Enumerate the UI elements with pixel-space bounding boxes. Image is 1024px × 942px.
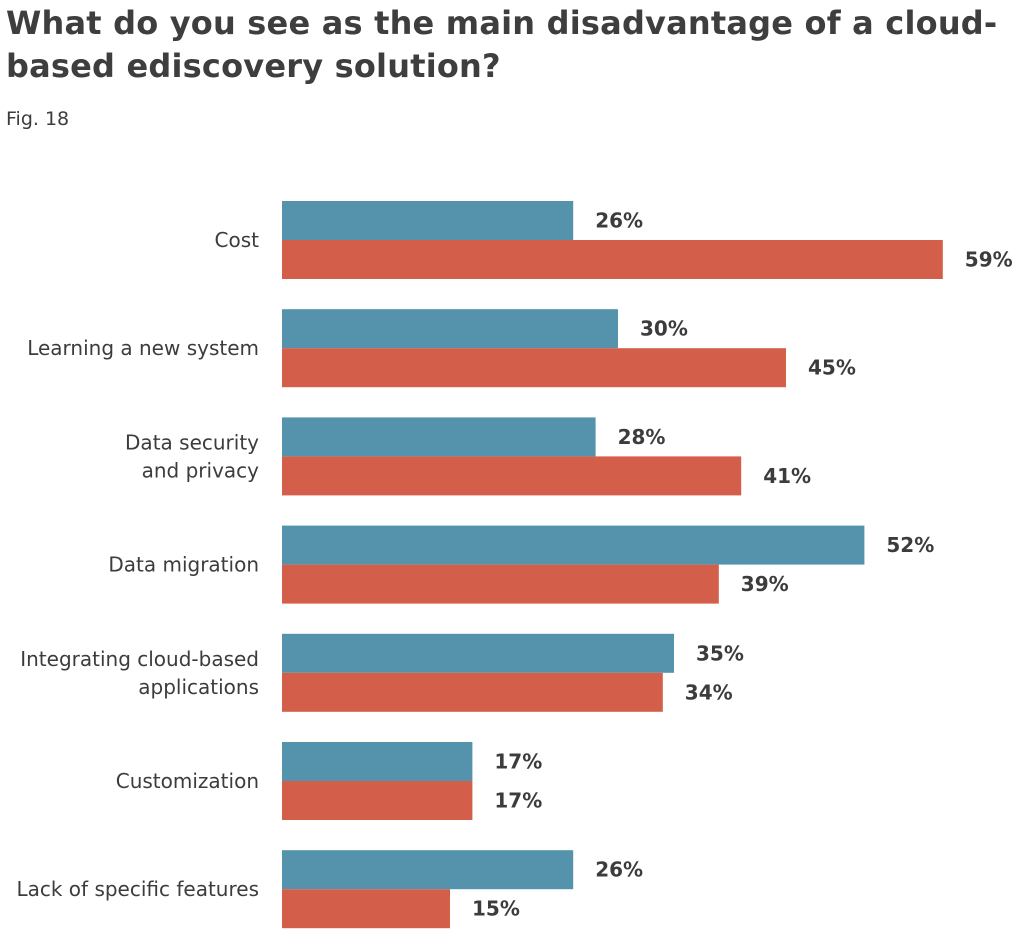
value-label-lack-of-specific-features-series-1: 26% <box>595 858 643 882</box>
bar-cost-series-2 <box>282 240 943 279</box>
bar-lack-of-specific-features-series-1 <box>282 850 574 890</box>
category-labels: Cost Learning a new system Data security an… <box>16 228 259 901</box>
bars <box>282 201 943 929</box>
category-label-data-migration: Data migration <box>108 553 259 577</box>
bar-data-migration-series-1 <box>282 525 865 565</box>
value-label-learning-a-new-system-series-1: 30% <box>640 317 688 341</box>
value-label-data-migration-series-2: 39% <box>741 572 789 596</box>
value-label-integrating-cloud-based-applications-series-1: 35% <box>696 641 744 665</box>
category-label-learning-a-new-system: Learning a new system <box>27 336 259 360</box>
bar-learning-a-new-system-series-2 <box>282 348 786 388</box>
bar-integrating-cloud-based-applications-series-2 <box>282 672 663 712</box>
bar-data-migration-series-2 <box>282 564 719 604</box>
value-label-learning-a-new-system-series-2: 45% <box>808 356 856 380</box>
bar-customization-series-1 <box>282 742 473 781</box>
value-label-customization-series-2: 17% <box>494 789 542 813</box>
category-label-cost: Cost <box>215 228 260 252</box>
figure-label: Fig. 18 <box>6 108 70 130</box>
category-label-integrating-cloud-based-applications: Integrating cloud-based applications <box>20 647 259 699</box>
value-label-integrating-cloud-based-applications-series-2: 34% <box>685 680 733 704</box>
bar-integrating-cloud-based-applications-series-1 <box>282 633 674 673</box>
bar-data-security-and-privacy-series-1 <box>282 417 596 457</box>
value-label-data-security-and-privacy-series-2: 41% <box>763 464 811 488</box>
value-label-cost-series-1: 26% <box>595 209 643 233</box>
value-label-data-migration-series-1: 52% <box>886 533 934 557</box>
category-label-data-security-and-privacy: Data security and privacy <box>125 430 259 482</box>
bar-learning-a-new-system-series-1 <box>282 309 618 349</box>
bar-data-security-and-privacy-series-2 <box>282 456 742 496</box>
bar-customization-series-2 <box>282 781 473 820</box>
bar-lack-of-specific-features-series-2 <box>282 889 450 929</box>
bar-cost-series-1 <box>282 201 574 240</box>
value-labels: 26% 59% 30% 45% 28% 41% 52% 39% 35% 34% 17% 17% 26% 1… <box>472 209 1013 921</box>
value-label-customization-series-1: 17% <box>494 750 542 774</box>
category-label-customization: Customization <box>116 769 259 793</box>
value-label-data-security-and-privacy-series-1: 28% <box>618 425 666 449</box>
category-label-lack-of-specific-features: Lack of specific features <box>16 877 259 901</box>
value-label-cost-series-2: 59% <box>965 248 1013 272</box>
chart-title: What do you see as the main disadvantage… <box>6 4 998 85</box>
value-label-lack-of-specific-features-series-2: 15% <box>472 897 520 921</box>
